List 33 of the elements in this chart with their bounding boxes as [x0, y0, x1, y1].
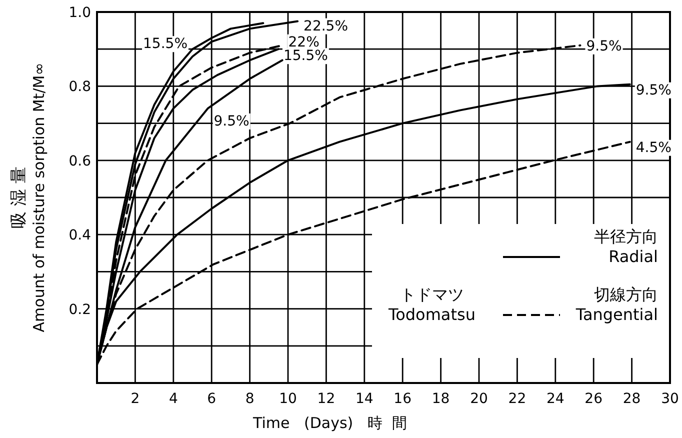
- series-label: 15.5%: [283, 48, 328, 64]
- annotation: トドマツ Todomatsu: [388, 285, 476, 324]
- x-tick-label: 2: [130, 391, 140, 407]
- x-tick-label: 18: [432, 391, 450, 407]
- x-tick-label: 4: [168, 391, 178, 407]
- x-tick-label: 26: [584, 391, 603, 407]
- x-tick-label: 12: [317, 391, 336, 407]
- x-tick-label: 24: [546, 391, 564, 407]
- series-label: 9.5%: [214, 113, 250, 130]
- y-tick-label: 0.2: [68, 302, 91, 318]
- series-label: 22%: [288, 34, 320, 50]
- x-tick-label: 30: [661, 391, 679, 407]
- x-tick-label: 8: [245, 391, 254, 407]
- x-tick-label: 28: [622, 391, 641, 407]
- series-label: 4.5%: [636, 140, 672, 156]
- x-tick-label: 10: [279, 391, 297, 407]
- annotation: 半径方向 Radial: [594, 227, 658, 266]
- series-label: 22.5%: [304, 18, 348, 34]
- x-tick-label: 6: [207, 391, 216, 407]
- x-tick-label: 22: [508, 391, 526, 407]
- x-axis-title: Time (Days) 時 間: [252, 414, 407, 432]
- annotation: 切線方向 Tangential: [574, 285, 658, 324]
- y-axis-title: 吸 湿 量 Amount of moisture sorption Mt/M∞: [9, 62, 48, 332]
- y-tick-label: 0.6: [68, 153, 92, 170]
- series-label: 9.5%: [636, 82, 672, 98]
- y-tick-label: 0.8: [68, 79, 91, 96]
- x-tick-label: 14: [355, 391, 374, 407]
- y-tick-label: 0.4: [68, 228, 92, 244]
- x-tick-label: 16: [394, 391, 412, 407]
- series-label: 15.5%: [143, 36, 188, 52]
- y-tick-label: 1.0: [68, 5, 91, 21]
- x-tick-label: 20: [470, 391, 488, 407]
- series-label: 9.5%: [586, 38, 622, 54]
